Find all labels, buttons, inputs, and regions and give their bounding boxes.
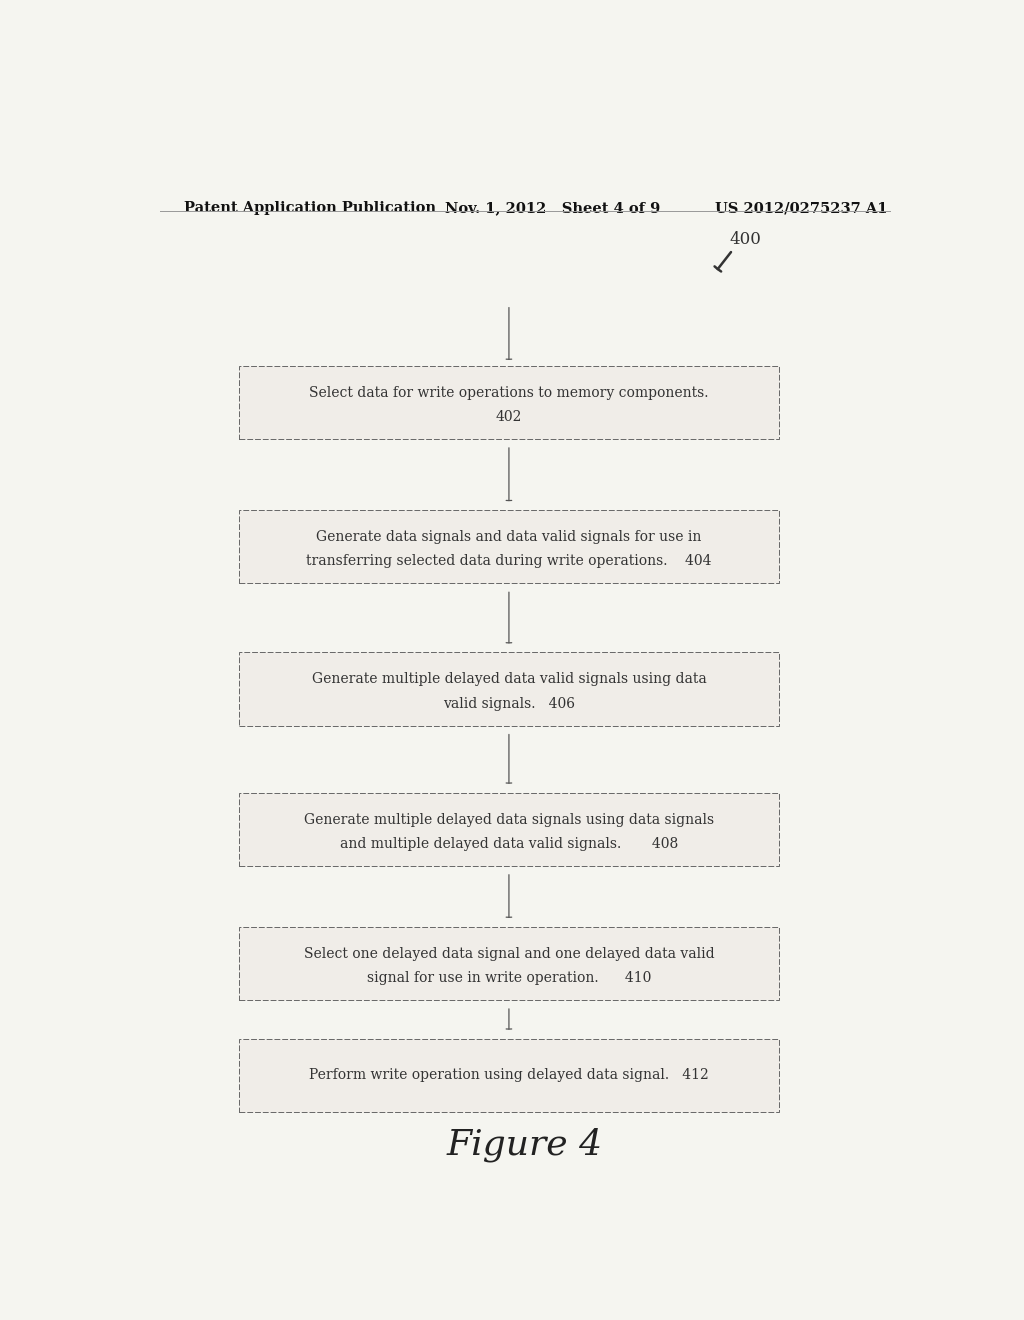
Text: Figure 4: Figure 4 bbox=[446, 1127, 603, 1162]
Text: transferring selected data during write operations.    404: transferring selected data during write … bbox=[306, 554, 712, 569]
Text: valid signals.   406: valid signals. 406 bbox=[443, 697, 574, 710]
Text: Nov. 1, 2012   Sheet 4 of 9: Nov. 1, 2012 Sheet 4 of 9 bbox=[445, 201, 660, 215]
Bar bbox=[239, 652, 779, 726]
Bar bbox=[239, 366, 779, 440]
Text: Generate multiple delayed data valid signals using data: Generate multiple delayed data valid sig… bbox=[311, 672, 707, 686]
Text: Generate data signals and data valid signals for use in: Generate data signals and data valid sig… bbox=[316, 531, 701, 544]
Text: Generate multiple delayed data signals using data signals: Generate multiple delayed data signals u… bbox=[304, 813, 714, 826]
Bar bbox=[239, 792, 779, 866]
Text: US 2012/0275237 A1: US 2012/0275237 A1 bbox=[715, 201, 888, 215]
Text: and multiple delayed data valid signals.       408: and multiple delayed data valid signals.… bbox=[340, 837, 678, 851]
Bar bbox=[239, 1039, 779, 1111]
Text: signal for use in write operation.      410: signal for use in write operation. 410 bbox=[367, 972, 651, 985]
Text: 402: 402 bbox=[496, 411, 522, 424]
Text: Patent Application Publication: Patent Application Publication bbox=[183, 201, 435, 215]
Text: Select one delayed data signal and one delayed data valid: Select one delayed data signal and one d… bbox=[303, 946, 715, 961]
Text: Select data for write operations to memory components.: Select data for write operations to memo… bbox=[309, 385, 709, 400]
Bar bbox=[239, 927, 779, 1001]
Text: 400: 400 bbox=[729, 231, 762, 248]
Bar bbox=[239, 510, 779, 583]
Text: Perform write operation using delayed data signal.   412: Perform write operation using delayed da… bbox=[309, 1068, 709, 1082]
